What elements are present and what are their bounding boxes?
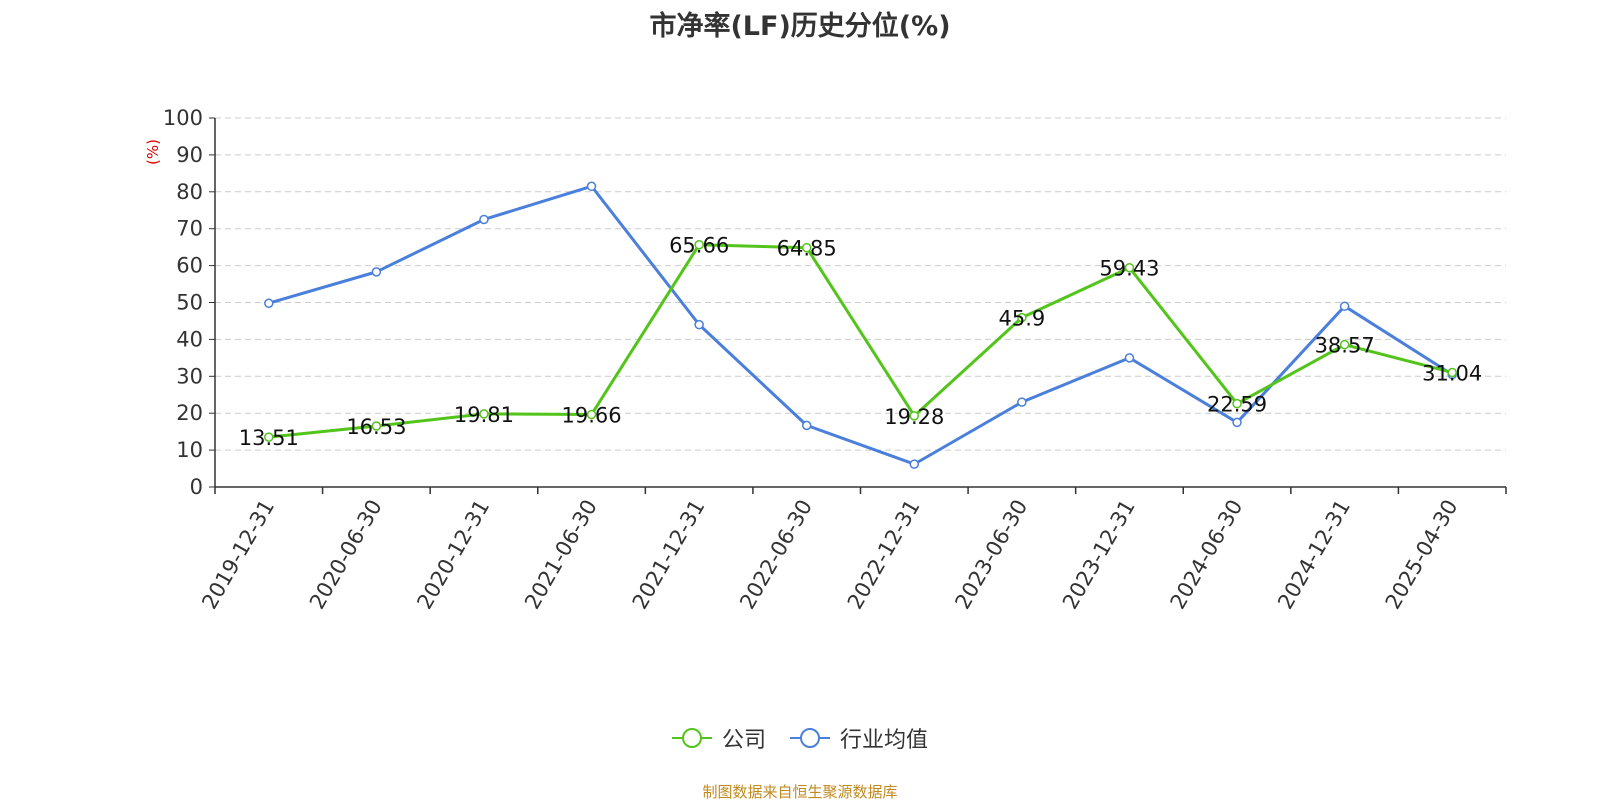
legend-item-company[interactable]: 公司 <box>671 722 766 754</box>
data-point[interactable] <box>801 420 812 431</box>
data-label: 13.51 <box>239 426 299 450</box>
x-tick-label: 2020-12-31 <box>412 496 494 614</box>
legend-industry-icon <box>790 728 830 748</box>
x-tick-label: 2021-12-31 <box>628 496 710 614</box>
data-label: 45.9 <box>998 307 1045 331</box>
data-label: 16.53 <box>346 415 406 439</box>
data-label: 64.85 <box>777 237 837 261</box>
y-tick-label: 0 <box>190 475 203 499</box>
data-label: 31.04 <box>1422 361 1482 385</box>
data-point[interactable] <box>586 409 597 420</box>
data-point[interactable] <box>1124 262 1135 273</box>
data-point[interactable] <box>1339 301 1350 311</box>
data-point[interactable] <box>1232 417 1242 428</box>
axes: 0 10 20 30 40 50 60 70 80 90 100(%) 2019-12-31 2020-… <box>144 106 1507 614</box>
data-point[interactable] <box>371 421 382 431</box>
data-point[interactable] <box>264 432 274 442</box>
x-tick-label: 2023-12-31 <box>1058 496 1140 614</box>
series-lines <box>264 181 1457 469</box>
data-point[interactable] <box>1339 339 1350 350</box>
series-line-0 <box>268 243 1453 439</box>
x-tick-label: 2022-06-30 <box>735 496 817 614</box>
x-tick-label: 2025-04-30 <box>1381 496 1463 614</box>
data-point[interactable] <box>479 214 489 225</box>
grid-lines <box>215 117 1506 451</box>
data-label: 19.81 <box>454 403 514 427</box>
y-tick-label: 30 <box>176 364 203 388</box>
legend-label-industry-average: 行业均值 <box>840 728 929 753</box>
data-point[interactable] <box>909 459 920 469</box>
data-label: 19.66 <box>561 403 621 427</box>
y-tick-label: 80 <box>176 180 203 204</box>
data-point[interactable] <box>479 409 489 419</box>
data-point[interactable] <box>264 298 274 308</box>
y-tick-label: 90 <box>176 143 203 167</box>
legend-item-industry-average[interactable]: 行业均值 <box>790 722 928 754</box>
x-tick-label: 2020-06-30 <box>305 496 387 614</box>
x-tick-label: 2021-06-30 <box>520 496 602 614</box>
series-line-1 <box>268 184 1454 466</box>
data-point[interactable] <box>1232 398 1242 409</box>
data-point[interactable] <box>371 267 382 277</box>
data-point[interactable] <box>1124 353 1135 363</box>
y-tick-label: 50 <box>176 291 203 315</box>
data-labels: 13.51 16.53 19.81 19.66 65.66 64.85 19.28 45.9 5… <box>239 234 1483 450</box>
y-tick-label: 70 <box>176 217 203 241</box>
data-point[interactable] <box>909 411 920 421</box>
data-point[interactable] <box>1447 367 1457 378</box>
source-note: 制图数据来自恒生聚源数据库 <box>702 783 898 801</box>
x-tick-label: 2024-06-30 <box>1166 496 1248 614</box>
y-tick-label: 40 <box>176 327 203 351</box>
data-point[interactable] <box>801 242 812 253</box>
x-tick-label: 2022-12-31 <box>843 496 925 614</box>
y-tick-label: 60 <box>176 254 203 278</box>
x-tick-label: 2019-12-31 <box>197 496 279 614</box>
y-tick-label: 10 <box>176 438 203 462</box>
legend: 公司 行业均值 <box>0 722 1600 754</box>
data-label: 19.28 <box>884 405 944 429</box>
y-tick-label: 20 <box>176 401 203 425</box>
chart-title: 市净率(LF)历史分位(%) <box>649 11 951 42</box>
legend-label-company: 公司 <box>721 728 766 753</box>
data-point[interactable] <box>586 181 597 192</box>
data-point[interactable] <box>694 319 704 330</box>
x-tick-label: 2023-06-30 <box>950 496 1032 614</box>
y-axis-title: (%) <box>144 139 162 165</box>
y-tick-label: 100 <box>163 106 203 130</box>
legend-company-icon <box>671 728 712 748</box>
data-label: 65.66 <box>669 234 729 258</box>
x-tick-label: 2024-12-31 <box>1273 496 1355 614</box>
data-point[interactable] <box>694 239 704 250</box>
data-label: 22.59 <box>1207 393 1267 417</box>
data-label: 59.43 <box>1099 257 1159 281</box>
data-point[interactable] <box>1017 312 1027 323</box>
data-point[interactable] <box>1017 397 1027 407</box>
data-label: 38.57 <box>1315 334 1375 358</box>
